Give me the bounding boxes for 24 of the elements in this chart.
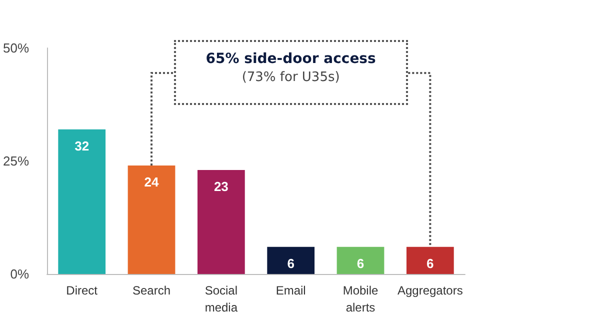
- bar: [406, 246, 454, 274]
- x-tick-label: Direct: [66, 284, 98, 298]
- x-tick-label: Social media: [204, 284, 238, 314]
- x-tick-label: Aggregators: [397, 284, 463, 298]
- bar: [58, 129, 106, 274]
- data-label: 32: [74, 138, 90, 154]
- annotation: 65% side-door access: [204, 51, 377, 67]
- x-tick-label: Search: [132, 284, 171, 298]
- x-tick-label: Mobile alerts: [342, 284, 378, 314]
- dotted-box: 65% side-door access (73% for U35s): [174, 40, 408, 105]
- y-tick-label: 0%: [10, 266, 30, 282]
- data-label: 6: [287, 256, 294, 271]
- x-tick-label: Email: [276, 284, 306, 298]
- y-tick-label: 50%: [2, 40, 30, 56]
- bar: [197, 170, 245, 274]
- y-tick-label: 25%: [2, 154, 30, 168]
- annotation: (73% for U35s): [240, 70, 341, 85]
- bar: [128, 166, 176, 274]
- data-label: 6: [426, 256, 434, 271]
- data-label: 24: [144, 174, 160, 190]
- bar: [267, 246, 315, 274]
- bar: [336, 246, 384, 274]
- data-label: 6: [356, 256, 364, 271]
- data-label: 23: [214, 179, 228, 194]
